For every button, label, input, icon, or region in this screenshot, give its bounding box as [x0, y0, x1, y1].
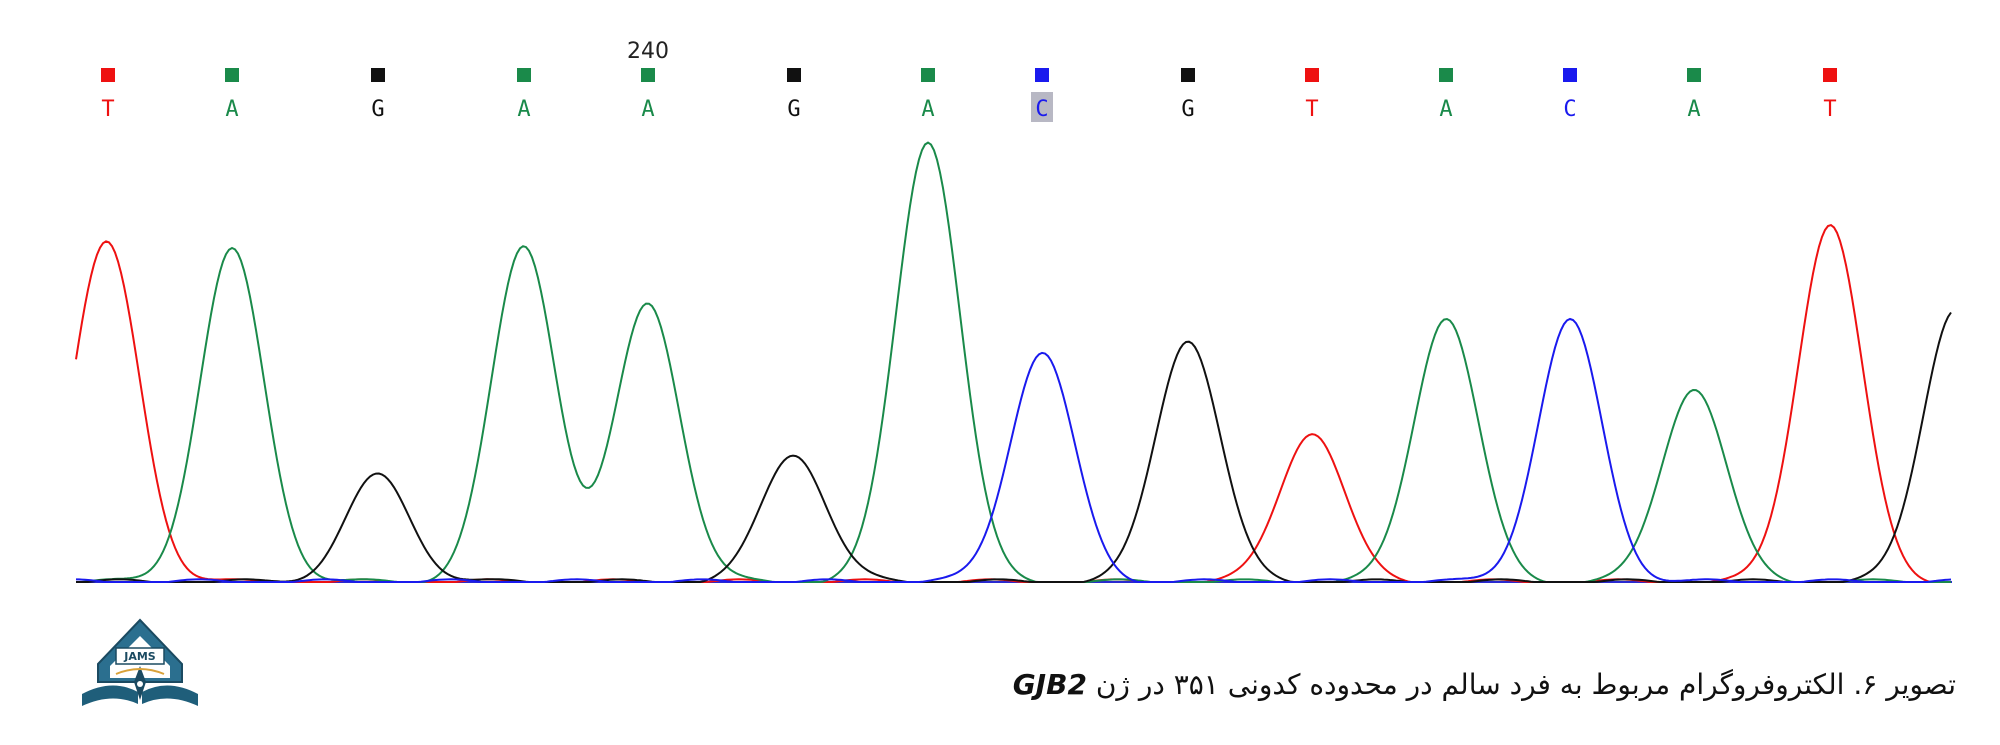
base-letter-2: G [371, 97, 384, 122]
base-marker-13 [1823, 68, 1837, 82]
base-marker-10 [1439, 68, 1453, 82]
trace-G [76, 311, 1952, 583]
base-letter-12: A [1687, 97, 1700, 122]
trace-T [75, 223, 1951, 583]
caption-gene: GJB2 [1012, 668, 1087, 701]
base-letter-0: T [101, 97, 114, 122]
position-label: 240 [627, 39, 669, 64]
logo-text: JAMS [123, 650, 156, 663]
trace-lines [75, 141, 1952, 583]
base-marker-7 [1035, 68, 1049, 82]
base-marker-5 [787, 68, 801, 82]
base-marker-8 [1181, 68, 1195, 82]
base-marker-6 [921, 68, 935, 82]
base-letter-7: C [1035, 97, 1048, 122]
base-letter-8: G [1181, 97, 1194, 122]
base-marker-3 [517, 68, 531, 82]
base-marker-0 [101, 68, 115, 82]
base-marker-2 [371, 68, 385, 82]
caption-text: تصویر ۶. الکتروفروگرام مربوط به فرد سالم… [1086, 668, 1956, 701]
base-marker-1 [225, 68, 239, 82]
base-marker-11 [1563, 68, 1577, 82]
base-letter-9: T [1305, 97, 1318, 122]
base-letter-5: G [787, 97, 800, 122]
base-marker-4 [641, 68, 655, 82]
figure-caption: تصویر ۶. الکتروفروگرام مربوط به فرد سالم… [1013, 668, 1956, 701]
base-letter-3: A [517, 97, 530, 122]
trace-A [76, 141, 1951, 583]
base-letter-10: A [1439, 97, 1452, 122]
base-letter-4: A [641, 97, 654, 122]
jams-logo: JAMS [82, 618, 198, 706]
chromatogram-chart: 240 T A G A A G A C G T A C A T [75, 39, 1952, 583]
base-letter-11: C [1563, 97, 1576, 122]
base-letter-6: A [921, 97, 934, 122]
base-letter-13: T [1823, 97, 1836, 122]
trace-C [76, 317, 1952, 583]
base-marker-9 [1305, 68, 1319, 82]
base-marker-12 [1687, 68, 1701, 82]
selected-base-highlight [1031, 92, 1053, 122]
base-call-markers [101, 68, 1837, 82]
base-letter-1: A [225, 97, 238, 122]
